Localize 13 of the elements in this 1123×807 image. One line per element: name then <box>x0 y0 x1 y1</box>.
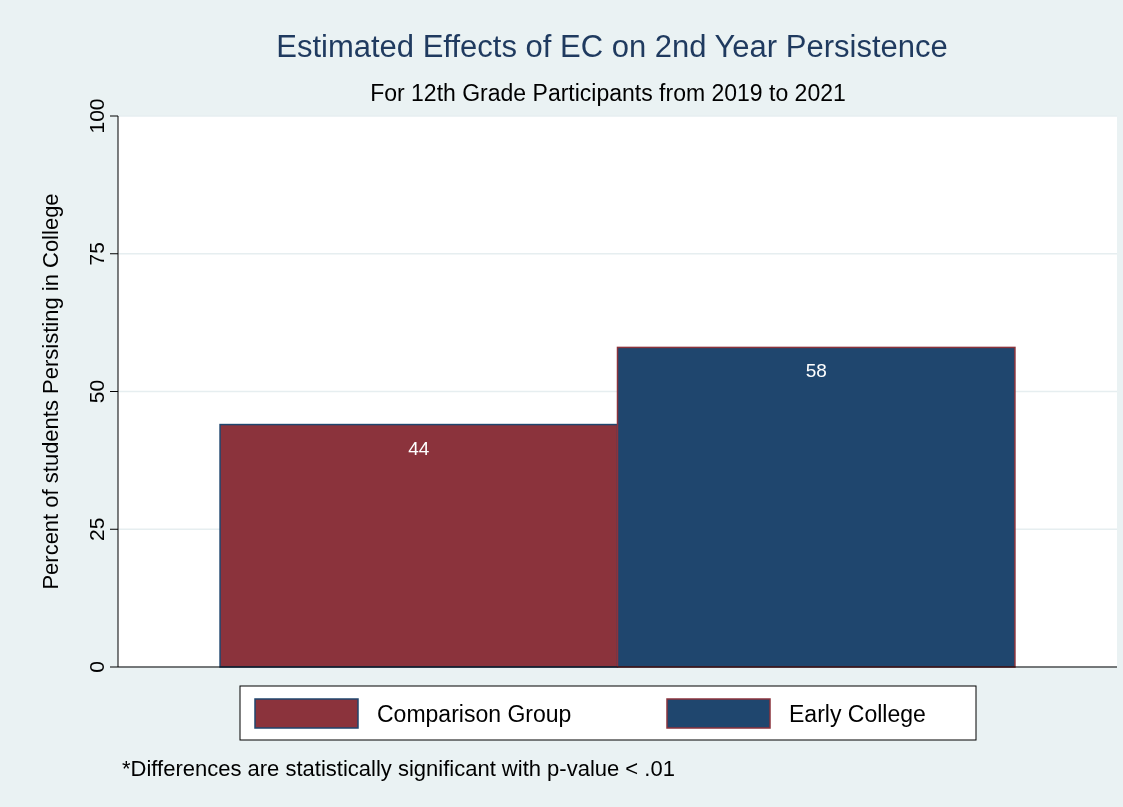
legend-label: Early College <box>789 701 926 727</box>
y-tick-label: 25 <box>85 517 108 541</box>
data-label: 58 <box>805 360 827 382</box>
chart-subtitle: For 12th Grade Participants from 2019 to 2021 <box>370 80 846 106</box>
y-tick-label: 100 <box>85 98 108 134</box>
data-label: 44 <box>408 437 430 459</box>
chart-title: Estimated Effects of EC on 2nd Year Persistence <box>276 29 948 64</box>
y-tick-label: 50 <box>85 379 108 404</box>
y-tick-label: 0 <box>85 661 108 673</box>
y-axis-title: Percent of students Persisting in College <box>38 193 63 590</box>
y-tick-label: 75 <box>85 242 108 266</box>
legend-label: Comparison Group <box>377 701 572 727</box>
text: *Differences are statistically significant with p-value < .01 <box>122 756 675 781</box>
